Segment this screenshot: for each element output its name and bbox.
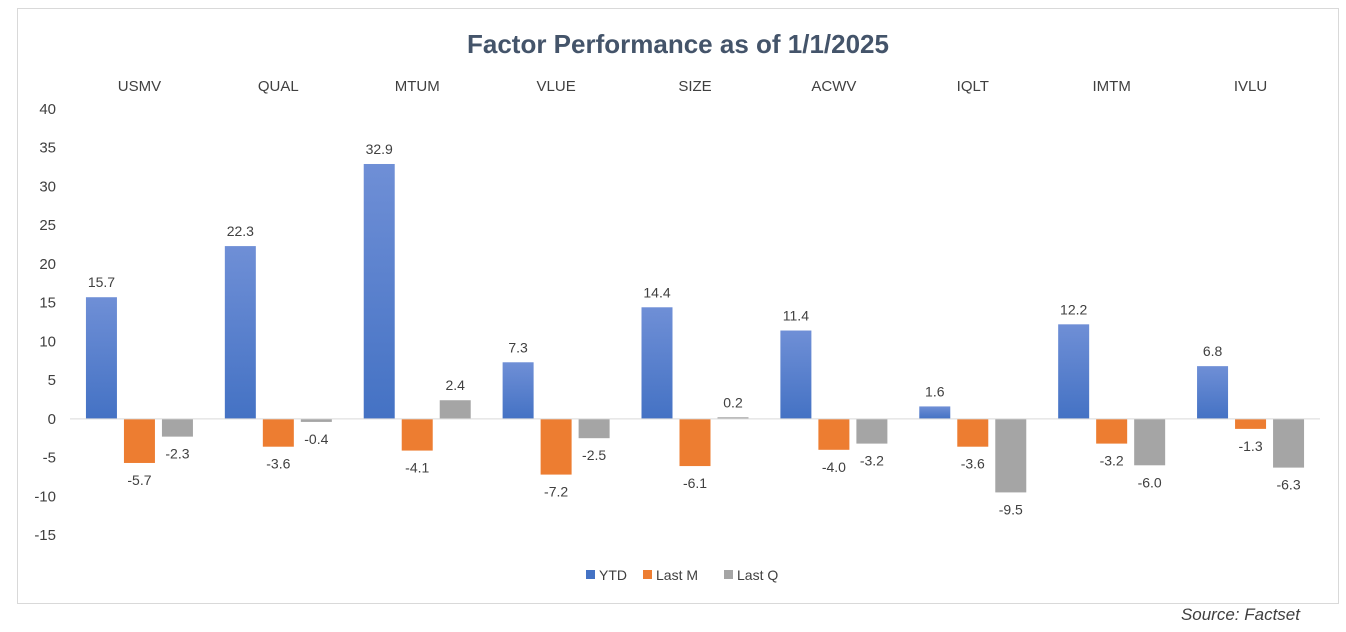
category-label-size: SIZE <box>678 78 711 95</box>
category-label-iqlt: IQLT <box>957 78 989 95</box>
y-tick-label: 5 <box>48 372 56 389</box>
data-label-last-m-usmv: -5.7 <box>127 472 151 488</box>
bar-last-m-usmv <box>123 418 155 463</box>
category-label-mtum: MTUM <box>395 78 440 95</box>
category-label-usmv: USMV <box>118 78 161 95</box>
data-labels: 15.7 -5.7 -2.3 22.3 -3.6 -0.4 32.9 -4.1 2.4 7.3 -7… <box>88 141 1301 517</box>
data-label-last-q-acwv: -3.2 <box>860 453 884 469</box>
bar-last-m-qual <box>262 418 294 447</box>
bar-last-m-vlue <box>540 418 572 475</box>
legend-label-last-m: Last M <box>656 567 698 583</box>
bar-last-m-size <box>679 418 711 467</box>
category-label-ivlu: IVLU <box>1234 78 1267 95</box>
legend-swatch-last-m <box>643 570 652 579</box>
data-label-ytd-usmv: 15.7 <box>88 274 115 290</box>
y-tick-label: 35 <box>39 140 56 157</box>
data-label-ytd-qual: 22.3 <box>227 223 254 239</box>
bar-last-q-imtm <box>1134 418 1166 466</box>
y-tick-label: 10 <box>39 333 56 350</box>
bar-ytd-usmv <box>85 297 117 419</box>
data-label-last-m-iqlt: -3.6 <box>961 456 985 472</box>
bar-ytd-mtum <box>363 163 395 419</box>
bar-ytd-vlue <box>502 362 534 419</box>
y-axis-ticks: 40 35 30 25 20 15 10 5 0 -5 -10 -15 <box>34 101 56 544</box>
data-label-ytd-acwv: 11.4 <box>783 308 809 324</box>
legend-swatch-ytd <box>586 570 595 579</box>
category-label-acwv: ACWV <box>811 78 856 95</box>
data-label-ytd-ivlu: 6.8 <box>1203 343 1223 359</box>
bar-last-q-qual <box>300 418 332 422</box>
data-label-last-q-size: 0.2 <box>723 394 743 410</box>
data-label-last-m-imtm: -3.2 <box>1100 453 1124 469</box>
bar-last-m-imtm <box>1096 418 1128 444</box>
legend-label-ytd: YTD <box>599 567 627 583</box>
y-tick-label: 30 <box>39 178 56 195</box>
bar-last-m-ivlu <box>1235 418 1267 429</box>
data-label-last-q-usmv: -2.3 <box>165 446 189 462</box>
bar-last-q-mtum <box>439 400 471 419</box>
bar-ytd-qual <box>224 246 256 419</box>
bar-last-q-size <box>717 417 749 419</box>
bar-last-q-ivlu <box>1273 418 1305 468</box>
bar-last-q-iqlt <box>995 418 1027 493</box>
data-label-last-m-qual: -3.6 <box>266 456 290 472</box>
data-label-last-m-vlue: -7.2 <box>544 484 568 500</box>
bar-ytd-acwv <box>780 330 812 419</box>
data-label-last-q-mtum: 2.4 <box>445 377 465 393</box>
data-label-last-m-mtum: -4.1 <box>405 460 429 476</box>
data-label-last-q-iqlt: -9.5 <box>999 501 1023 517</box>
bar-last-m-mtum <box>401 418 433 451</box>
bars <box>85 163 1305 493</box>
factor-performance-chart: Factor Performance as of 1/1/2025 USMV QU… <box>34 29 1320 583</box>
y-tick-label: 0 <box>48 411 56 428</box>
bar-last-q-vlue <box>578 418 610 439</box>
data-label-last-m-size: -6.1 <box>683 475 707 491</box>
category-label-qual: QUAL <box>258 78 299 95</box>
data-label-last-q-ivlu: -6.3 <box>1276 477 1300 493</box>
bar-last-m-iqlt <box>957 418 989 447</box>
legend-swatch-last-q <box>724 570 733 579</box>
chart-title: Factor Performance as of 1/1/2025 <box>467 29 889 59</box>
data-label-last-m-ivlu: -1.3 <box>1238 438 1262 454</box>
data-label-ytd-imtm: 12.2 <box>1060 301 1087 317</box>
bar-ytd-ivlu <box>1197 366 1229 419</box>
bar-ytd-imtm <box>1058 324 1090 419</box>
y-tick-label: -5 <box>43 450 56 467</box>
category-labels: USMV QUAL MTUM VLUE SIZE ACWV IQLT IMTM IVLU <box>118 78 1267 95</box>
data-label-last-q-vlue: -2.5 <box>582 447 606 463</box>
data-label-last-m-acwv: -4.0 <box>822 459 846 475</box>
bar-last-m-acwv <box>818 418 850 450</box>
y-tick-label: 15 <box>39 295 56 312</box>
data-label-ytd-iqlt: 1.6 <box>925 383 945 399</box>
data-label-ytd-mtum: 32.9 <box>366 141 393 157</box>
y-tick-label: -15 <box>34 527 56 544</box>
y-tick-label: 40 <box>39 101 56 118</box>
bar-ytd-iqlt <box>919 406 951 419</box>
y-tick-label: -10 <box>34 488 56 505</box>
data-label-ytd-vlue: 7.3 <box>508 339 528 355</box>
bar-last-q-acwv <box>856 418 888 444</box>
legend: YTD Last M Last Q <box>586 567 778 583</box>
category-label-vlue: VLUE <box>537 78 576 95</box>
category-label-imtm: IMTM <box>1093 78 1131 95</box>
y-tick-label: 25 <box>39 217 56 234</box>
data-label-last-q-imtm: -6.0 <box>1138 474 1162 490</box>
legend-label-last-q: Last Q <box>737 567 778 583</box>
source-note: Source: Factset <box>1180 605 1300 624</box>
data-label-ytd-size: 14.4 <box>643 284 670 300</box>
bar-last-q-usmv <box>161 418 193 437</box>
bar-ytd-size <box>641 307 673 419</box>
data-label-last-q-qual: -0.4 <box>304 431 328 447</box>
y-tick-label: 20 <box>39 256 56 273</box>
